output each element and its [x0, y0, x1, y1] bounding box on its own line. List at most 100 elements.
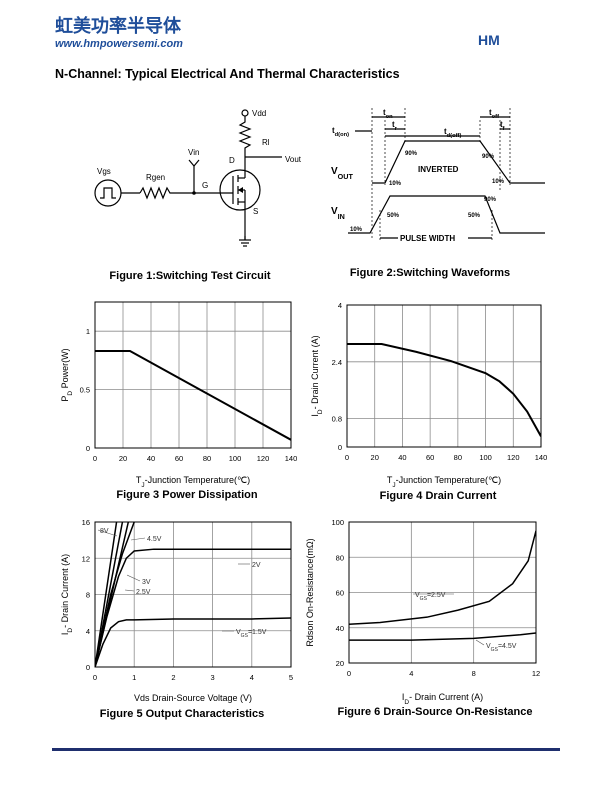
series-label: VGS=4.5V [486, 643, 517, 653]
data-line [95, 350, 291, 441]
pulse-width-label: PULSE WIDTH [400, 234, 455, 243]
text-part: V [415, 592, 420, 599]
figure-caption: Figure 2:Switching Waveforms [350, 267, 510, 279]
y-tick-label: 40 [336, 624, 344, 633]
x-tick-label: 4 [409, 669, 413, 678]
x-tick-label: 0 [347, 669, 351, 678]
text-part: T [136, 475, 142, 485]
y-axis-label: Rdson On-Resistance(mΩ) [305, 538, 315, 646]
subscript: r [395, 126, 398, 132]
subscript: off [492, 114, 499, 120]
figure-caption: Figure 5 Output Characteristics [100, 708, 264, 720]
footer-rule [52, 748, 560, 751]
subscript: d(on) [335, 132, 349, 138]
g-label: G [202, 181, 208, 190]
tdon-label: td(on) [332, 126, 349, 138]
logo: HM [478, 32, 500, 48]
percent-label: 50% [468, 213, 481, 219]
series-label: 4.5V [147, 536, 162, 543]
plot-frame [94, 521, 292, 668]
text-part: I [310, 414, 320, 417]
y-tick-label: 16 [82, 518, 90, 527]
subscript: on [386, 114, 394, 120]
x-tick-label: 60 [426, 453, 434, 462]
x-tick-label: 20 [119, 454, 127, 463]
y-tick-label: 80 [336, 553, 344, 562]
text-part: t [383, 108, 386, 117]
text-part: -Junction Temperature(℃) [396, 475, 501, 485]
leader-line [126, 574, 141, 582]
toff-label: toff [489, 108, 499, 120]
section-title: N-Channel: Typical Electrical And Therma… [55, 67, 400, 81]
subscript: D [67, 628, 74, 633]
x-axis-label: ID- Drain Current (A) [402, 692, 483, 706]
y-axis-label: ID- Drain Current (A) [310, 335, 324, 416]
text-part: V [331, 206, 338, 217]
x-tick-label: 140 [285, 454, 298, 463]
y-axis-label: PD Power(W) [60, 348, 74, 401]
tr-label: tr [392, 120, 398, 132]
subscript: d(off) [447, 133, 462, 139]
percent-label: 10% [350, 227, 363, 233]
y-tick-label: 8 [86, 591, 90, 600]
subscript: D [317, 409, 324, 414]
x-axis-label: Vds Drain-Source Voltage (V) [134, 693, 252, 703]
text-part: -Junction Temperature(℃) [145, 475, 250, 485]
x-tick-label: 80 [203, 454, 211, 463]
chart: 0 20 40 60 80 100 120 140 0 0.8 2.4 4 TJ-Junction Te… [310, 301, 547, 502]
plot-frame [346, 304, 542, 448]
subscript: OUT [338, 172, 354, 181]
text-part: t [392, 120, 395, 129]
switching-waveforms: ton tr td(on) td(off) toff tf VOUT VIN I… [331, 108, 545, 243]
y-tick-label: 12 [82, 554, 90, 563]
text-part: V [486, 643, 491, 650]
vgs-label: Vgs [97, 167, 111, 176]
y-tick-label: 0.5 [80, 386, 90, 395]
series-label: 2V [252, 562, 261, 569]
percent-label: 10% [389, 181, 402, 187]
data-line [95, 548, 291, 667]
ton-label: ton [383, 108, 393, 120]
text-part: V [236, 629, 241, 636]
plot-frame [94, 301, 292, 449]
y-tick-label: 1 [86, 327, 90, 336]
text-part: =2.5V [427, 592, 446, 599]
x-tick-label: 2 [171, 673, 175, 682]
y-axis-label: ID- Drain Current (A) [60, 554, 74, 635]
text-part: =4.5V [498, 643, 517, 650]
plot-frame [348, 521, 537, 664]
vdd-label: Vdd [252, 109, 266, 118]
text-part: I [60, 633, 70, 636]
s-label: S [253, 207, 258, 216]
x-axis-label: TJ-Junction Temperature(℃) [387, 475, 501, 489]
chart: 0 20 40 60 80 100 120 140 0 0.5 1 TJ-Junction Tempe… [60, 301, 298, 501]
text-part: t [500, 120, 503, 129]
x-tick-label: 1 [132, 673, 136, 682]
y-tick-label: 2.4 [332, 358, 342, 367]
subscript: GS [491, 647, 499, 653]
y-tick-label: 20 [336, 659, 344, 668]
subscript: GS [420, 596, 428, 602]
d-label: D [229, 156, 235, 165]
text-part: t [444, 127, 447, 136]
x-tick-label: 12 [532, 669, 540, 678]
x-tick-label: 0 [345, 453, 349, 462]
series-label: 3V [142, 579, 151, 586]
rl-label: Rl [262, 138, 270, 147]
x-tick-label: 4 [250, 673, 254, 682]
text-part: V [331, 166, 338, 177]
leader-line [475, 639, 485, 646]
subscript: D [67, 391, 74, 396]
y-tick-label: 4 [86, 627, 90, 636]
percent-label: 90% [482, 154, 495, 160]
x-tick-label: 60 [175, 454, 183, 463]
leader-line [124, 589, 135, 592]
x-tick-label: 3 [211, 673, 215, 682]
x-tick-label: 80 [454, 453, 462, 462]
percent-label: 90% [484, 197, 497, 203]
vout-label: Vout [285, 155, 302, 164]
